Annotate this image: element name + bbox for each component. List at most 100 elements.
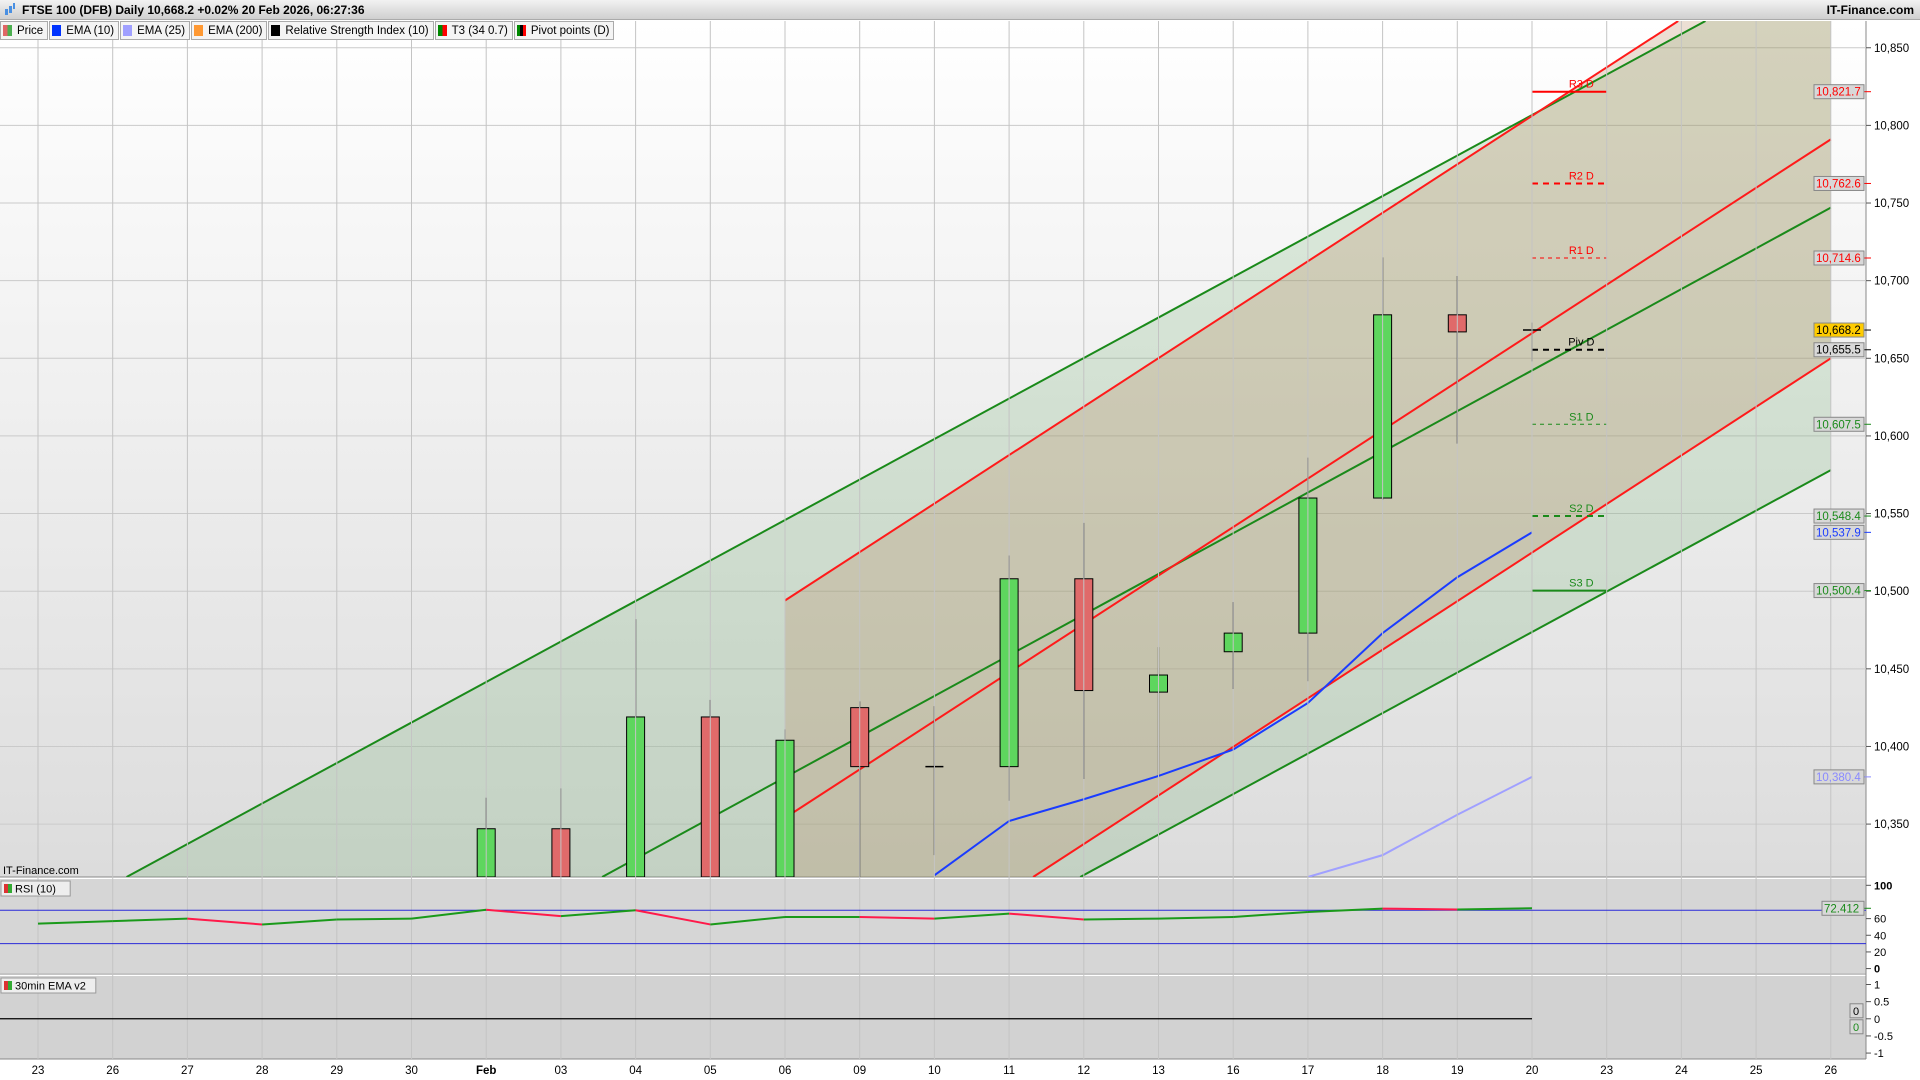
panel-swatch-icon bbox=[8, 981, 12, 990]
ema30-marker-box bbox=[1849, 1003, 1864, 1019]
pivot-label: S2 D bbox=[1569, 503, 1594, 515]
ema30-tick-label: 1 bbox=[1874, 979, 1880, 991]
rsi-segment bbox=[262, 918, 337, 926]
legend-label: EMA (10) bbox=[66, 24, 115, 37]
date-tick-label: 03 bbox=[555, 1065, 568, 1077]
rsi-current-value: 72.412 bbox=[1824, 903, 1859, 915]
ema30-label-text: 30min EMA v2 bbox=[15, 981, 86, 993]
pivot-value-label: 10,821.7 bbox=[1816, 87, 1861, 99]
legend-item[interactable]: Pivot points (D) bbox=[513, 21, 615, 40]
date-tick-label: 19 bbox=[1451, 1065, 1464, 1077]
date-tick-label: 26 bbox=[1824, 1065, 1837, 1077]
watermark: IT-Finance.com bbox=[3, 865, 79, 877]
rsi-tick-label: 40 bbox=[1874, 930, 1886, 942]
ema30-label: 30min EMA v2 bbox=[0, 977, 97, 994]
date-tick-label: 25 bbox=[1750, 1065, 1763, 1077]
rsi-segment bbox=[486, 908, 561, 918]
rsi-segment bbox=[635, 909, 711, 926]
ema30-tick-label: -1 bbox=[1874, 1048, 1884, 1060]
green-channel-fill bbox=[126, 21, 1831, 877]
date-tick-label: Feb bbox=[476, 1065, 496, 1077]
price-tick-label: 10,400 bbox=[1874, 741, 1909, 753]
legend-item[interactable]: EMA (10) bbox=[49, 21, 120, 40]
date-tick-label: 23 bbox=[32, 1065, 45, 1077]
pivot-value-label: 10,762.6 bbox=[1816, 178, 1861, 190]
rsi-segment bbox=[934, 912, 1010, 920]
legend-label: EMA (25) bbox=[137, 24, 186, 37]
rsi-tick-label: 20 bbox=[1874, 947, 1886, 959]
pivot-label: R3 D bbox=[1569, 79, 1594, 91]
price-tick-label: 10,450 bbox=[1874, 664, 1909, 676]
rsi-label-box bbox=[0, 880, 71, 897]
legend-swatch-icon bbox=[271, 25, 281, 36]
price-tick-label: 10,750 bbox=[1874, 198, 1909, 210]
green-channel-line bbox=[1079, 469, 1832, 877]
pivot-value-label-box bbox=[1813, 84, 1865, 100]
legend-label: Relative Strength Index (10) bbox=[285, 24, 429, 37]
legend-label: Pivot points (D) bbox=[530, 24, 610, 37]
legend-item[interactable]: Price bbox=[0, 21, 49, 40]
date-tick-label: 10 bbox=[928, 1065, 941, 1077]
date-tick-label: 17 bbox=[1302, 1065, 1315, 1077]
date-tick-label: 13 bbox=[1152, 1065, 1165, 1077]
legend-swatch-icon bbox=[437, 25, 447, 36]
legend-swatch-icon bbox=[3, 25, 12, 36]
price-marker-label-box bbox=[1813, 769, 1865, 785]
price-axis-background bbox=[1866, 21, 1920, 1059]
rsi-tick-label: 60 bbox=[1874, 914, 1886, 926]
ema30-tick-label: 0 bbox=[1874, 1014, 1880, 1026]
rsi-segment bbox=[336, 917, 412, 921]
indicator-legend: Price EMA (10) EMA (25) EMA (200) Relative S… bbox=[0, 21, 615, 40]
date-tick-label: 18 bbox=[1376, 1065, 1389, 1077]
ema25-line bbox=[1307, 775, 1533, 877]
ema30-label-box bbox=[0, 977, 97, 994]
legend-swatch-icon bbox=[194, 25, 204, 36]
pivot-value-label-box bbox=[1813, 508, 1865, 524]
legend-swatch-icon bbox=[516, 25, 526, 36]
ema30-marker: 0 bbox=[1853, 1006, 1859, 1018]
red-channel-line bbox=[784, 21, 1679, 602]
rsi-segment bbox=[1233, 910, 1308, 918]
title-bar: FTSE 100 (DFB) Daily 10,668.2 +0.02% 20 … bbox=[0, 0, 1920, 20]
legend-swatch-icon bbox=[52, 25, 62, 36]
pivot-value-label-box bbox=[1813, 583, 1865, 599]
pivot-value-label: 10,607.5 bbox=[1816, 419, 1861, 431]
legend-item[interactable]: EMA (200) bbox=[191, 21, 268, 40]
price-tick-label: 10,350 bbox=[1874, 819, 1909, 831]
date-tick-label: 24 bbox=[1675, 1065, 1688, 1077]
legend-item[interactable]: Relative Strength Index (10) bbox=[268, 21, 434, 40]
date-tick-label: 29 bbox=[330, 1065, 343, 1077]
candlestick-logo-icon bbox=[5, 3, 15, 15]
legend-item[interactable]: T3 (34 0.7) bbox=[434, 21, 513, 40]
date-tick-label: 06 bbox=[779, 1065, 792, 1077]
rsi-segment bbox=[187, 917, 263, 926]
pivot-label: Piv D bbox=[1568, 337, 1594, 349]
price-marker-label: 10,537.9 bbox=[1816, 527, 1861, 539]
brand-label: IT-Finance.com bbox=[1826, 3, 1914, 17]
rsi-segment bbox=[859, 915, 935, 920]
pivot-value-label-box bbox=[1813, 416, 1865, 432]
price-marker-label-box bbox=[1813, 322, 1865, 338]
rsi-segment bbox=[112, 917, 188, 923]
rsi-panel-background bbox=[0, 879, 1866, 973]
price-tick-label: 10,650 bbox=[1874, 353, 1909, 365]
date-tick-label: 28 bbox=[256, 1065, 269, 1077]
legend-label: EMA (200) bbox=[208, 24, 263, 37]
rsi-segment bbox=[1009, 912, 1084, 921]
price-tick-label: 10,850 bbox=[1874, 43, 1909, 55]
date-tick-label: 12 bbox=[1077, 1065, 1090, 1077]
rsi-segment bbox=[1307, 907, 1383, 913]
rsi-segment bbox=[1158, 915, 1234, 920]
legend-item[interactable]: EMA (25) bbox=[120, 21, 191, 40]
rsi-segment bbox=[560, 909, 636, 918]
date-tick-label: 27 bbox=[181, 1065, 194, 1077]
price-tick-label: 10,700 bbox=[1874, 276, 1909, 288]
ema30-panel-background bbox=[0, 976, 1866, 1059]
rsi-segment bbox=[710, 915, 786, 926]
price-tick-label: 10,550 bbox=[1874, 509, 1909, 521]
date-tick-label: 30 bbox=[405, 1065, 418, 1077]
panel-swatch-icon bbox=[4, 981, 8, 990]
legend-label: T3 (34 0.7) bbox=[451, 24, 508, 37]
red-channel-line bbox=[1032, 357, 1832, 877]
